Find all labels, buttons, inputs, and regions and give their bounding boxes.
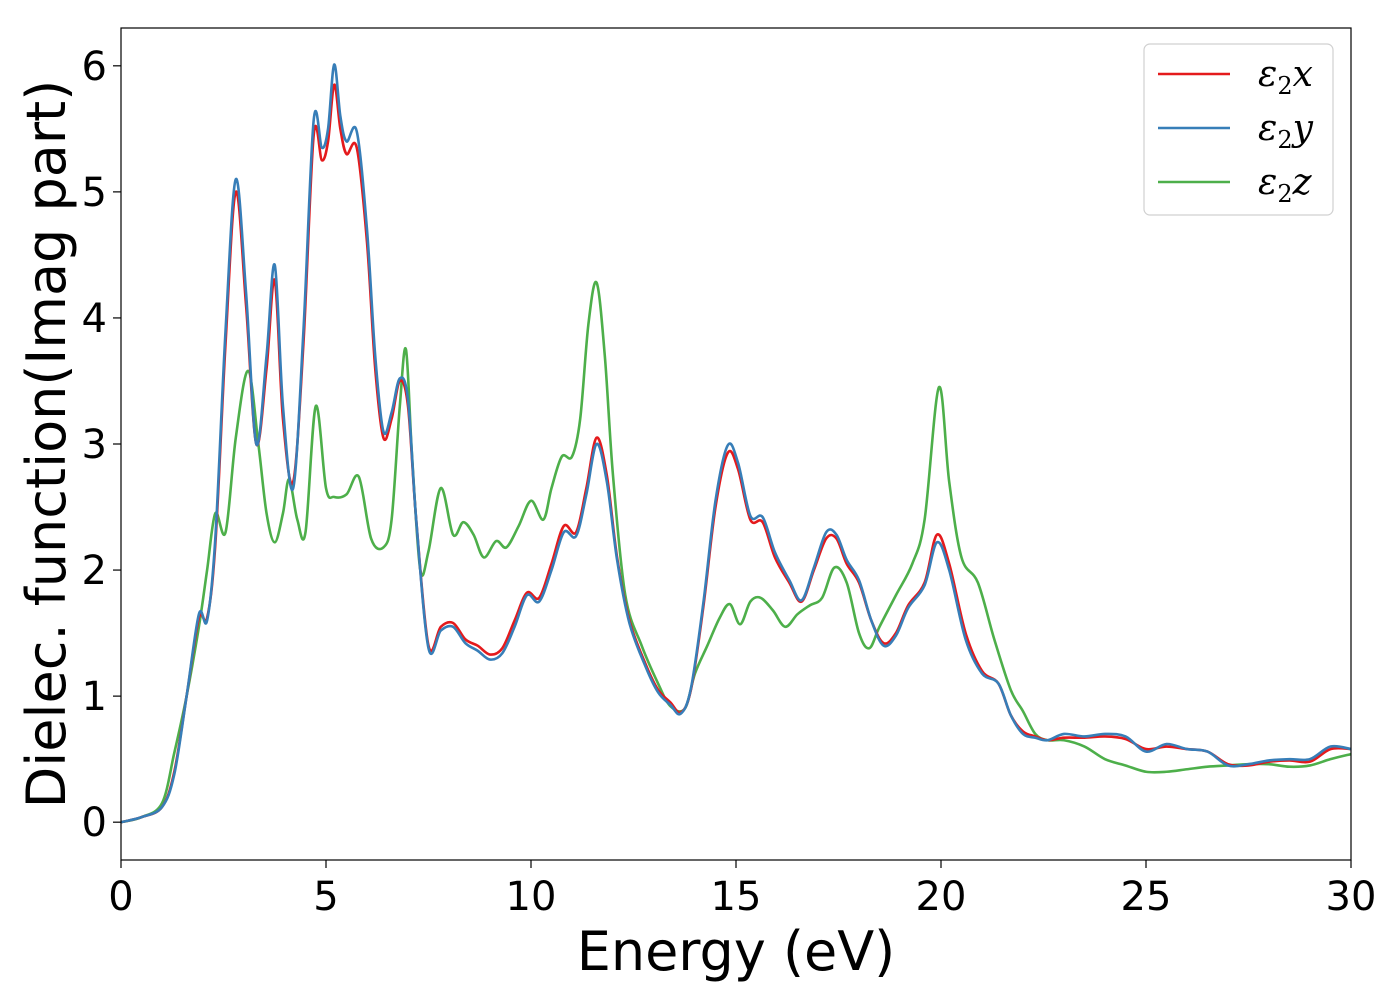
x-tick-label: 5 — [313, 874, 338, 920]
y-tick-label: 4 — [82, 296, 107, 342]
y-tick-label: 6 — [82, 44, 107, 90]
x-tick-label: 0 — [108, 874, 133, 920]
y-tick-label: 0 — [82, 800, 107, 846]
y-axis-ticks: 0 1 2 3 4 5 6 — [82, 44, 121, 846]
legend-entry: ε2x — [1258, 54, 1313, 100]
legend-entry: ε2y — [1258, 108, 1314, 154]
series-line-z — [121, 280, 1351, 824]
x-axis-ticks: 0 5 10 15 20 25 30 — [108, 860, 1376, 920]
x-axis-label: Energy (eV) — [577, 920, 896, 983]
y-tick-label: 2 — [82, 548, 107, 594]
x-tick-label: 20 — [916, 874, 967, 920]
x-tick-label: 25 — [1121, 874, 1172, 920]
legend-frame — [1143, 43, 1334, 216]
x-tick-label: 30 — [1326, 874, 1377, 920]
series-line-y — [121, 63, 1351, 824]
y-axis-label: Dielec. function(Imag part) — [15, 80, 78, 809]
series-layer — [121, 63, 1351, 824]
y-tick-label: 3 — [82, 422, 107, 468]
y-tick-label: 1 — [82, 674, 107, 720]
y-tick-label: 5 — [82, 170, 107, 216]
legend-entry: ε2z — [1258, 162, 1313, 208]
x-tick-label: 15 — [711, 874, 762, 920]
legend: ε2x ε2y ε2z — [1143, 43, 1334, 216]
x-tick-label: 10 — [506, 874, 557, 920]
